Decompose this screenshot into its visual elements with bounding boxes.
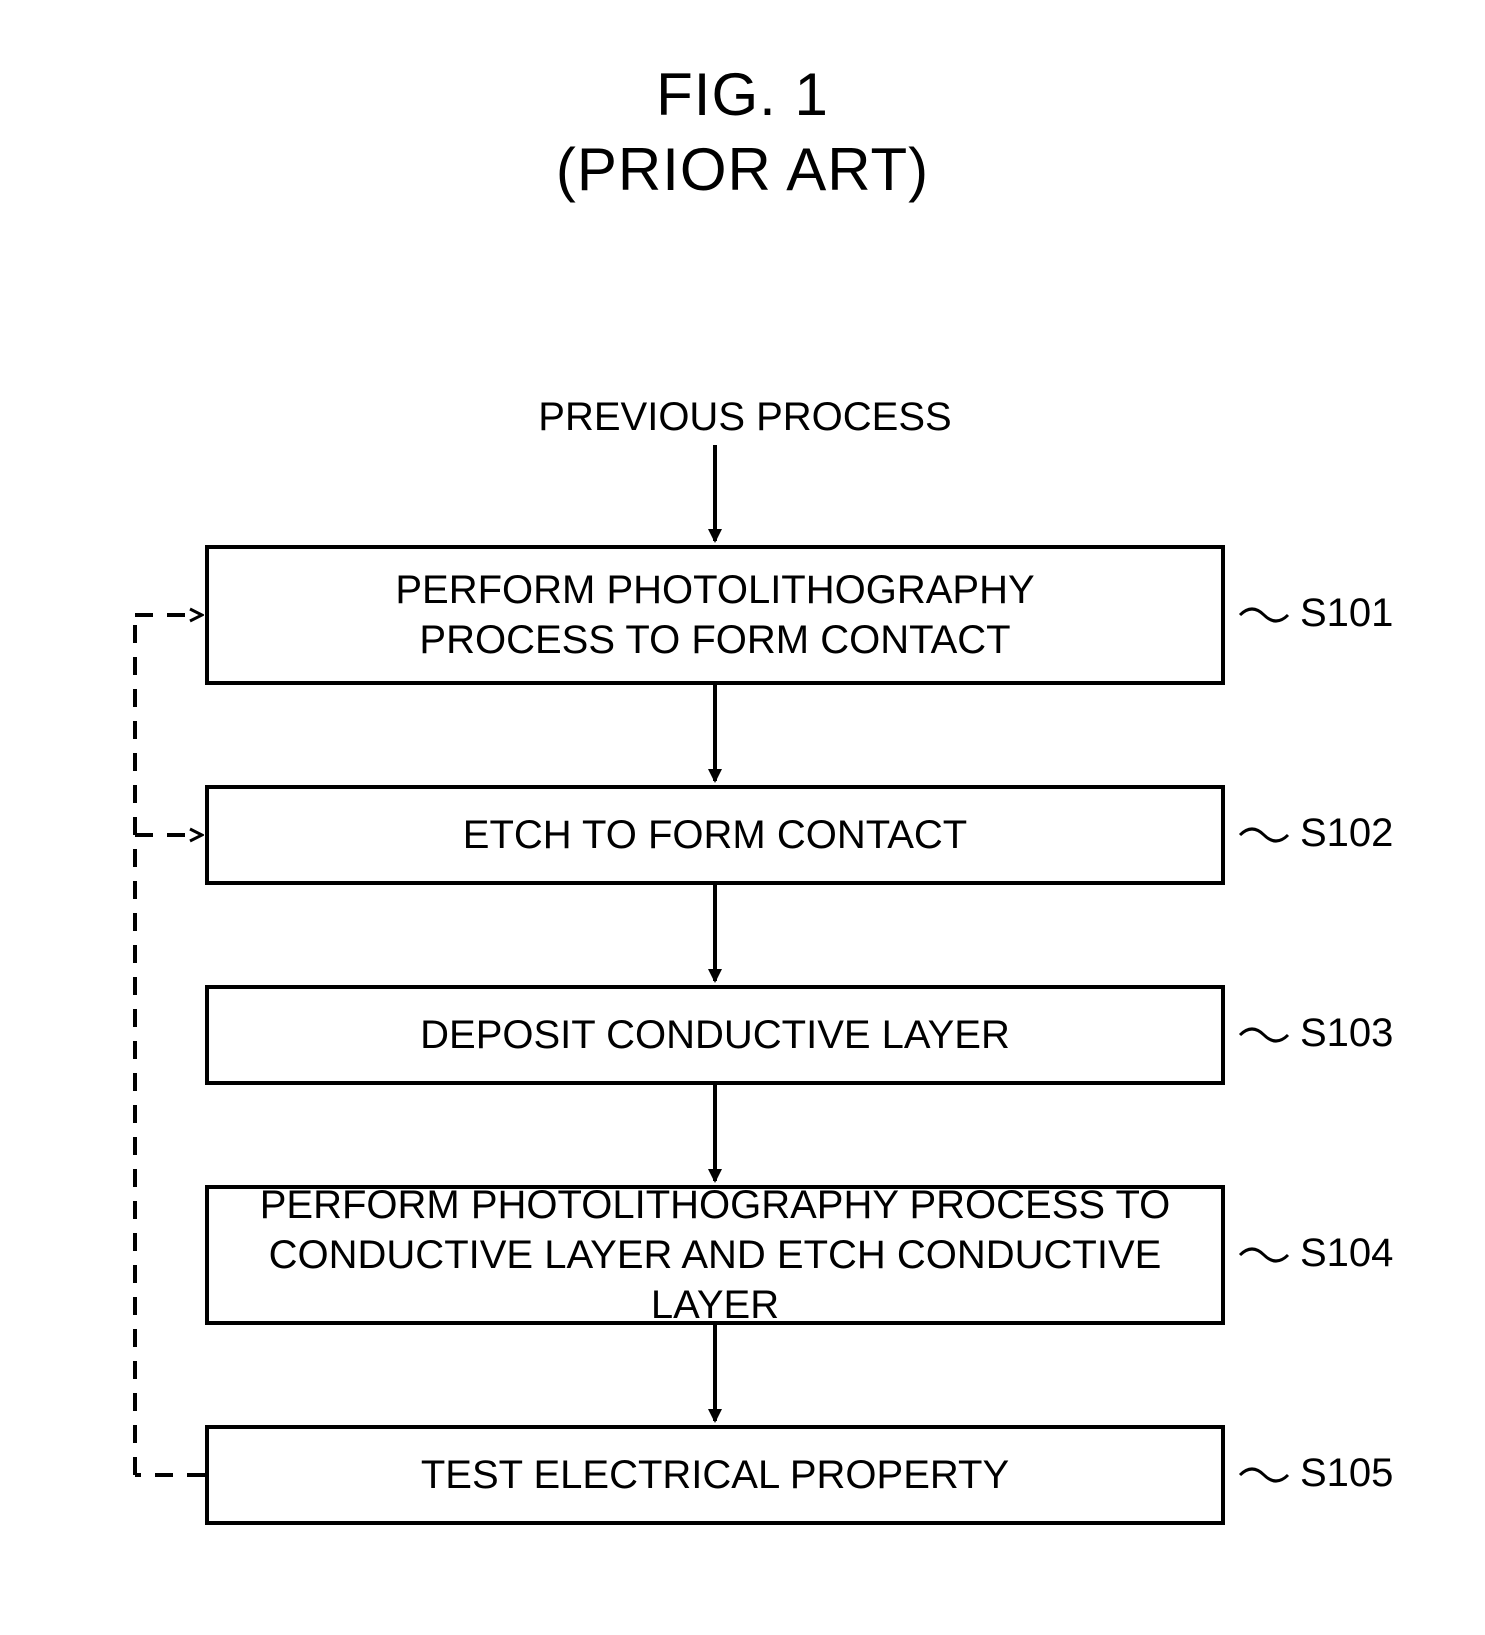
step-label-s101: S101 — [1300, 591, 1393, 636]
step-label-s103: S103 — [1300, 1011, 1393, 1056]
start-label: PREVIOUS PROCESS — [520, 395, 970, 440]
flow-step-text: ETCH TO FORM CONTACT — [463, 810, 967, 860]
flow-step-s103: DEPOSIT CONDUCTIVE LAYER — [205, 985, 1225, 1085]
flow-step-text: DEPOSIT CONDUCTIVE LAYER — [420, 1010, 1010, 1060]
flow-step-text: PERFORM PHOTOLITHOGRAPHY PROCESS TO COND… — [229, 1180, 1201, 1330]
step-label-s104: S104 — [1300, 1231, 1393, 1276]
flow-step-s105: TEST ELECTRICAL PROPERTY — [205, 1425, 1225, 1525]
flow-step-s101: PERFORM PHOTOLITHOGRAPHY PROCESS TO FORM… — [205, 545, 1225, 685]
flow-step-text: PERFORM PHOTOLITHOGRAPHY PROCESS TO FORM… — [395, 565, 1034, 665]
flow-step-s102: ETCH TO FORM CONTACT — [205, 785, 1225, 885]
figure-number: FIG. 1 — [0, 60, 1485, 129]
figure-subtitle: (PRIOR ART) — [0, 135, 1485, 204]
step-label-s105: S105 — [1300, 1451, 1393, 1496]
step-label-s102: S102 — [1300, 811, 1393, 856]
flow-step-text: TEST ELECTRICAL PROPERTY — [421, 1450, 1009, 1500]
flow-step-s104: PERFORM PHOTOLITHOGRAPHY PROCESS TO COND… — [205, 1185, 1225, 1325]
